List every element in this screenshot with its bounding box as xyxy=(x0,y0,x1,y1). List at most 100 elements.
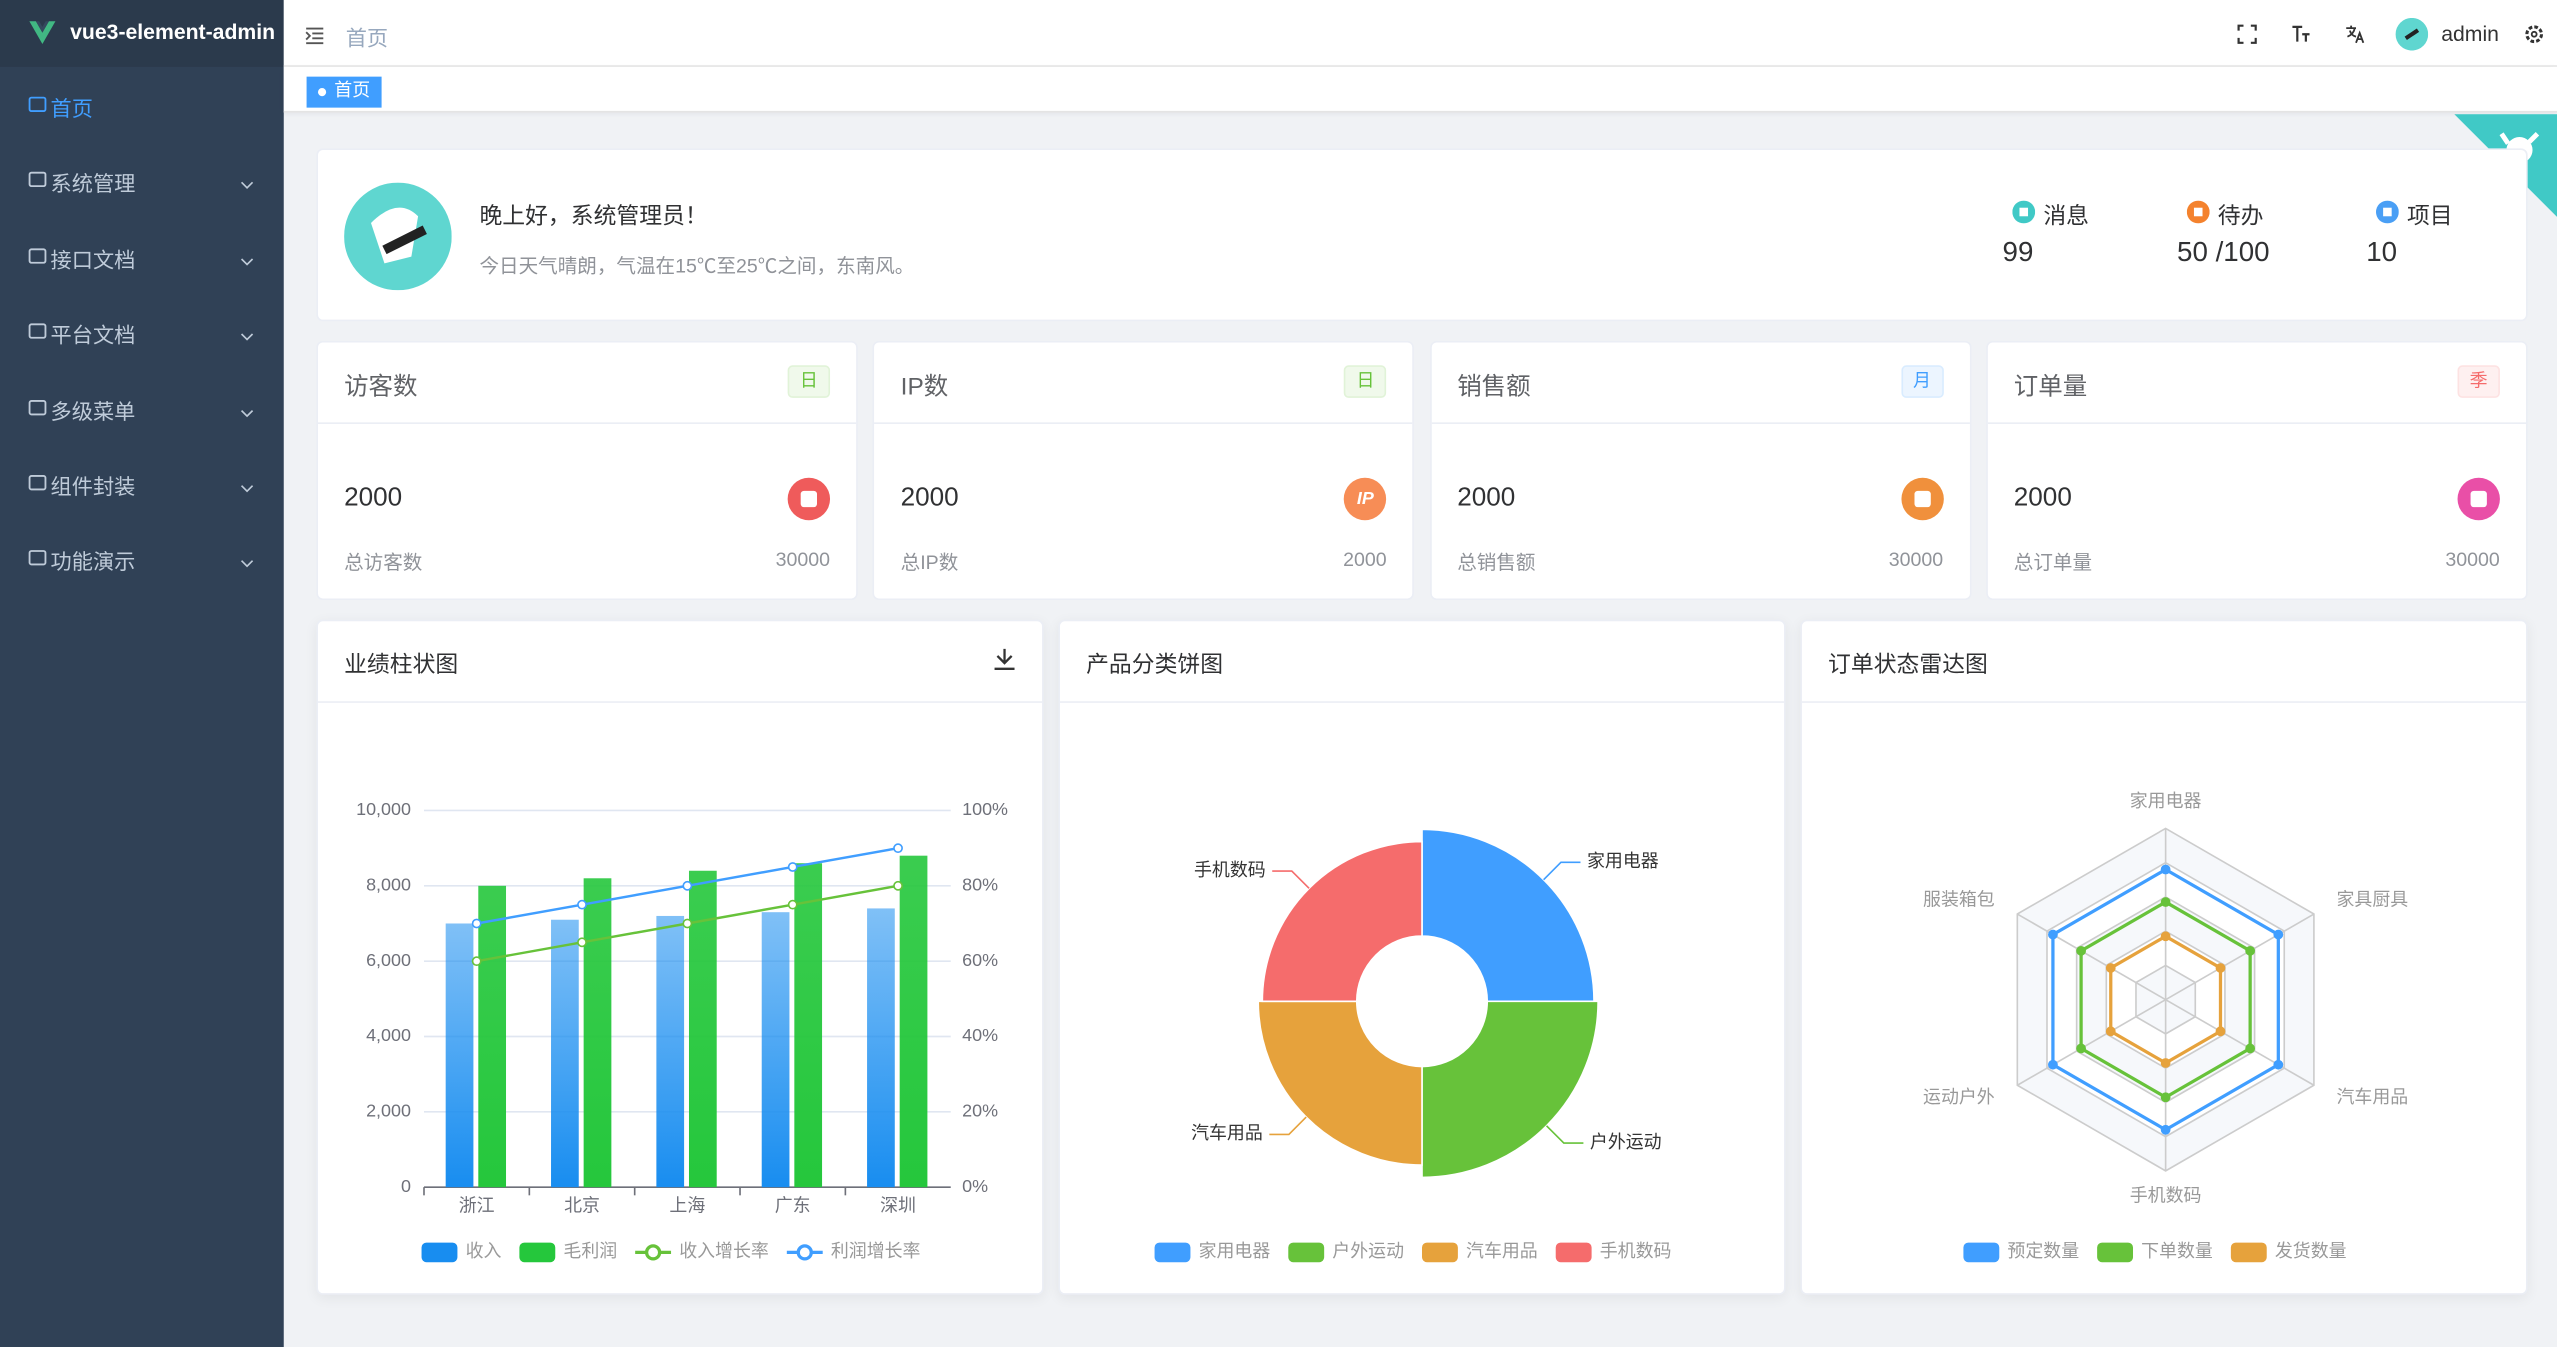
chart-title: 业绩柱状图 xyxy=(344,650,459,677)
menu-icon-glyph xyxy=(28,399,47,415)
legend-label: 预定数量 xyxy=(2007,1241,2079,1261)
bar xyxy=(551,919,579,1188)
settings[interactable] xyxy=(2524,23,2544,44)
stat-icon-glyph xyxy=(800,490,818,508)
stat-total-label: 总访客数 xyxy=(344,551,423,575)
stat-title: 销售额 xyxy=(1457,373,1531,402)
stat-total: 30000 xyxy=(2445,547,2500,571)
chart-card: 0 2,000 4,000 6,000 8,000 10,000 0% 20% 40% 60% 80… xyxy=(316,619,1044,1295)
menu-icon xyxy=(28,170,48,190)
weather: 今日天气晴朗，气温在15℃至25℃之间，东南风。 xyxy=(479,254,915,278)
pie-slice xyxy=(1261,840,1423,1003)
item-value: 99 xyxy=(2002,236,2034,268)
stat-total: 2000 xyxy=(1343,547,1387,571)
y2-tick-label: 0% xyxy=(962,1176,988,1196)
legend-label: 手机数码 xyxy=(1600,1241,1672,1261)
stat-icon xyxy=(1900,477,1944,521)
y-tick-label: 6,000 xyxy=(366,950,411,970)
stat-icon xyxy=(787,477,831,521)
menu-label: 组件封装 xyxy=(50,474,136,500)
radar-point xyxy=(2076,945,2086,956)
menu-item[interactable]: 功能演示 xyxy=(0,521,284,596)
radar-point xyxy=(2160,1092,2171,1103)
fullscreen[interactable] xyxy=(2237,23,2257,44)
radar-point xyxy=(2215,963,2226,973)
tag-label: 首页 xyxy=(334,81,371,102)
bar xyxy=(867,908,895,1188)
pie-slice xyxy=(1257,1000,1423,1166)
item-icon xyxy=(2186,200,2210,224)
language[interactable] xyxy=(2345,23,2365,44)
menu-icon-glyph xyxy=(28,550,47,566)
menu-item[interactable]: 首页 xyxy=(0,67,284,142)
radar-point xyxy=(2160,864,2171,875)
y2-tick-label: 100% xyxy=(962,799,1008,819)
radar-point xyxy=(2160,1058,2171,1068)
stat-card: IP数 日 2000 IP 总IP数 2000 xyxy=(872,340,1415,601)
radar-point xyxy=(2048,929,2058,940)
y2-tick-label: 60% xyxy=(962,950,998,970)
menu-item[interactable]: 接口文档 xyxy=(0,218,284,293)
x-tick-label: 浙江 xyxy=(459,1195,495,1215)
stat-card: 访客数 日 2000 总访客数 30000 xyxy=(316,340,858,601)
stat-tag: 日 xyxy=(787,365,831,398)
radar-axis xyxy=(2165,998,2315,1086)
indicator-label: 手机数码 xyxy=(2130,1186,2202,1206)
menu-item[interactable]: 多级菜单 xyxy=(0,370,284,445)
chevron xyxy=(240,400,255,417)
menu-item[interactable]: 系统管理 xyxy=(0,143,284,218)
stat-total-label: 总销售额 xyxy=(1457,551,1536,575)
radar-axis xyxy=(2165,913,2315,1001)
radar-point xyxy=(2215,1026,2226,1037)
font-size[interactable] xyxy=(2291,23,2311,43)
menu-label: 平台文档 xyxy=(50,323,136,348)
indicator-label: 家用电器 xyxy=(2130,791,2202,811)
radar-point xyxy=(2105,1026,2116,1037)
radar-point xyxy=(2273,929,2284,940)
menu-icon xyxy=(28,473,48,493)
line-marker xyxy=(577,937,587,948)
menu-item[interactable]: 平台文档 xyxy=(0,294,284,369)
menu-icon-glyph xyxy=(28,172,47,188)
menu-label: 功能演示 xyxy=(50,550,136,575)
tag-dot xyxy=(317,88,327,97)
hamburger[interactable] xyxy=(305,24,325,45)
menu-label: 接口文档 xyxy=(50,247,136,273)
welcome-avatar xyxy=(344,182,452,291)
slice-label: 汽车用品 xyxy=(1191,1123,1263,1143)
legend-swatch xyxy=(421,1242,458,1263)
divider xyxy=(1987,422,2526,424)
item-icon-glyph xyxy=(2375,200,2399,224)
tag[interactable]: 首页 xyxy=(306,76,382,108)
line-marker xyxy=(471,918,482,929)
chart: 0 2,000 4,000 6,000 8,000 10,000 0% 20% 40% 60% 80… xyxy=(356,799,1008,1263)
user-name[interactable]: admin xyxy=(2441,21,2499,46)
divider xyxy=(317,701,1043,703)
chevron-glyph xyxy=(240,485,254,493)
radar-point xyxy=(2160,931,2171,942)
legend-label: 收入增长率 xyxy=(679,1241,769,1261)
item-label: 消息 xyxy=(2043,202,2089,229)
menu-item[interactable]: 组件封装 xyxy=(0,445,284,520)
y-tick-label: 8,000 xyxy=(366,875,411,895)
item-icon-glyph xyxy=(2012,200,2036,224)
chevron-glyph xyxy=(240,560,254,568)
indicator-label: 家具厨具 xyxy=(2337,890,2409,910)
x-tick-label: 深圳 xyxy=(880,1195,916,1215)
sidebar: vue3-element-admin 首页 系统管理 接口文档 平台文档 多级菜单 组件封装… xyxy=(0,0,284,1347)
download[interactable] xyxy=(993,647,1016,670)
logo xyxy=(28,20,57,46)
stat-tag: 日 xyxy=(1344,365,1387,398)
legend-label: 毛利润 xyxy=(563,1241,617,1261)
radar-axis xyxy=(2016,998,2167,1086)
avatar[interactable] xyxy=(2395,17,2429,51)
radar-point xyxy=(2048,1059,2058,1070)
chart-title: 产品分类饼图 xyxy=(1086,650,1224,677)
bar xyxy=(478,885,507,1188)
chart-title: 订单状态雷达图 xyxy=(1828,650,1988,677)
y2-tick-label: 20% xyxy=(962,1101,998,1121)
divider xyxy=(317,422,857,424)
stat-title: 订单量 xyxy=(2013,373,2088,402)
radar-axis xyxy=(2016,913,2167,1001)
menu-icon-glyph xyxy=(28,475,47,491)
